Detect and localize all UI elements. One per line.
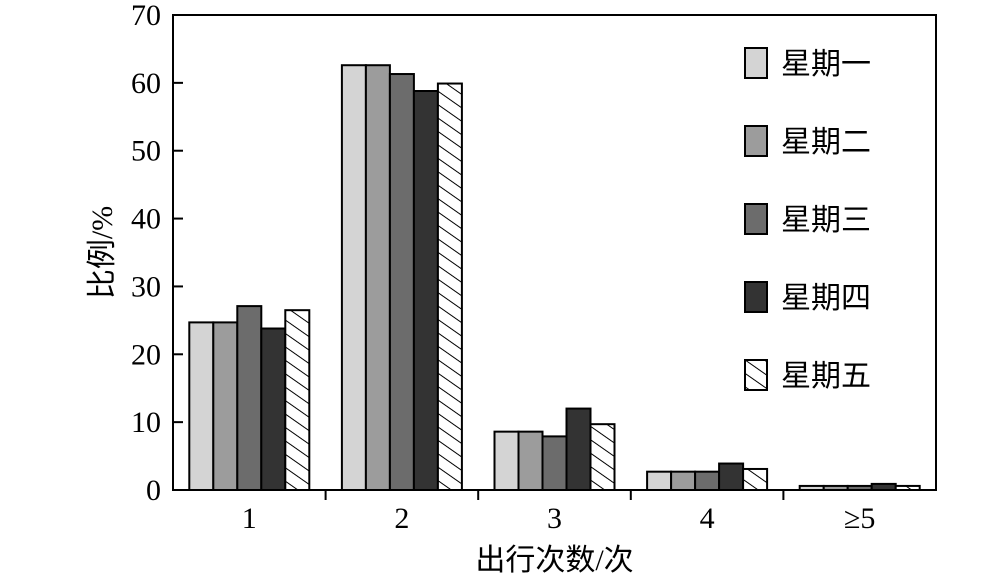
y-tick-label: 10 xyxy=(131,406,161,439)
x-axis-title: 出行次数/次 xyxy=(475,544,633,577)
legend-swatch xyxy=(744,47,768,79)
bar xyxy=(589,423,616,491)
bar xyxy=(284,309,311,491)
bar xyxy=(517,430,544,491)
x-tick-label: 3 xyxy=(547,502,562,535)
legend-swatch xyxy=(744,125,768,157)
bar xyxy=(388,73,415,492)
legend-label: 星期五 xyxy=(781,360,871,393)
y-tick-label: 50 xyxy=(131,135,161,168)
bar xyxy=(493,430,520,491)
bar xyxy=(718,462,745,491)
y-tick-label: 0 xyxy=(146,474,161,507)
y-tick-label: 60 xyxy=(131,67,161,100)
y-tick-label: 20 xyxy=(131,338,161,371)
legend-label: 星期三 xyxy=(781,204,871,237)
legend-swatch xyxy=(744,281,768,313)
bar xyxy=(436,82,463,492)
bar xyxy=(670,470,697,491)
y-tick-label: 40 xyxy=(131,203,161,236)
bar xyxy=(565,407,592,492)
bar xyxy=(236,305,263,491)
plot-frame xyxy=(172,14,937,491)
bar xyxy=(412,90,439,491)
legend-swatch xyxy=(744,203,768,235)
bar xyxy=(694,470,721,491)
bar xyxy=(541,435,568,491)
bars-layer xyxy=(188,64,921,492)
x-tick-label: ≥5 xyxy=(844,502,875,535)
x-tick-label: 1 xyxy=(242,502,257,535)
y-tick-label: 70 xyxy=(131,0,161,32)
legend-label: 星期二 xyxy=(781,126,871,159)
y-axis-title: 比例/% xyxy=(86,206,119,299)
bar xyxy=(188,321,215,491)
x-tick-label: 4 xyxy=(700,502,715,535)
legend-swatch xyxy=(744,359,768,391)
x-tick-label: 2 xyxy=(394,502,409,535)
bar xyxy=(742,467,769,492)
legend-label: 星期四 xyxy=(781,282,871,315)
bar xyxy=(340,64,367,491)
bar xyxy=(364,64,391,491)
bar xyxy=(646,470,673,491)
ticks-layer: 1 2 3 4 ≥5 0 10 20 30 40 50 60 70 xyxy=(131,0,875,535)
y-tick-label: 30 xyxy=(131,270,161,303)
legend-label: 星期一 xyxy=(781,48,871,81)
bar xyxy=(212,321,239,491)
bar xyxy=(260,327,287,491)
